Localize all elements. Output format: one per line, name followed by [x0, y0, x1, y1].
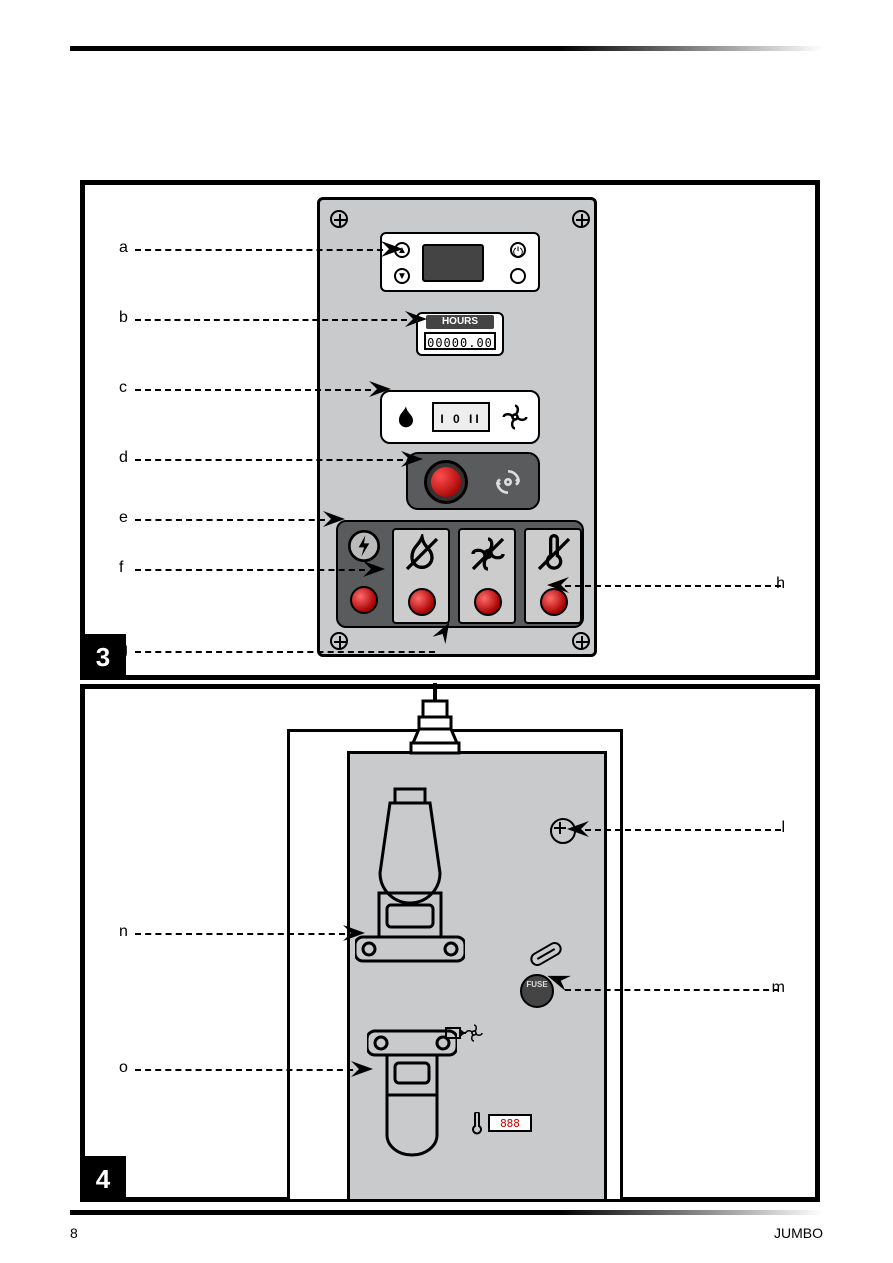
leader [135, 651, 435, 653]
leader [135, 459, 403, 461]
hours-value: 00000.00 [424, 332, 496, 350]
callout-l: l [781, 819, 785, 837]
arrowhead-icon [351, 1057, 377, 1081]
socket-small[interactable] [367, 1027, 457, 1157]
callout-n: n [119, 923, 128, 941]
hours-label: HOURS [426, 315, 494, 329]
callout-h: h [776, 575, 785, 593]
arrowhead-icon [363, 557, 389, 581]
leader [135, 933, 345, 935]
thermometer-icon [470, 1112, 484, 1136]
arrowhead-icon [343, 921, 369, 945]
mode-selector[interactable]: I 0 II [380, 390, 540, 444]
callout-c: c [119, 379, 127, 397]
recirc-button[interactable] [424, 460, 468, 504]
switch-positions[interactable]: I 0 II [432, 402, 490, 432]
arrowhead-icon [543, 573, 569, 597]
leader [135, 389, 371, 391]
arrowhead-icon [405, 307, 431, 331]
figure-4-box: 4 FUSE 888 [80, 684, 820, 1202]
screw-icon [572, 632, 590, 650]
figure-3-box: 3 ▲ ▼ ⏻ HOURS 00000.00 [80, 180, 820, 680]
no-temp-icon [534, 534, 574, 574]
figure-4-label: 4 [80, 1156, 126, 1202]
model-label: JUMBO [774, 1225, 823, 1241]
screw-icon [572, 210, 590, 228]
bottom-rule [70, 1210, 823, 1215]
arrowhead-icon [563, 817, 589, 841]
callout-a: a [119, 239, 128, 257]
display-screen [422, 244, 484, 282]
indicator-g [458, 528, 516, 624]
callout-e: e [119, 509, 128, 527]
temp-display: 888 [488, 1114, 532, 1132]
arrowhead-icon [369, 377, 395, 401]
fan-icon [500, 402, 530, 432]
top-rule [70, 46, 823, 51]
leader [135, 519, 325, 521]
flame-icon [392, 404, 420, 432]
page: 8 JUMBO manualslive.com 3 ▲ ▼ ⏻ HOURS 00… [0, 0, 893, 1263]
arrowhead-icon [323, 507, 349, 531]
leader [135, 319, 407, 321]
callout-g: g [119, 641, 128, 659]
no-fan-icon [468, 534, 508, 574]
cable-gland [405, 683, 465, 779]
screw-icon [330, 210, 348, 228]
indicator-light [408, 588, 436, 616]
callout-f: f [119, 559, 123, 577]
indicator-light [350, 586, 378, 614]
leader [565, 989, 779, 991]
socket-large[interactable] [355, 785, 465, 985]
indicator-f [392, 528, 450, 624]
indicator-light [474, 588, 502, 616]
screw-icon [330, 632, 348, 650]
no-flame-icon [402, 534, 442, 574]
callout-m: m [772, 979, 785, 997]
page-number: 8 [70, 1225, 78, 1241]
recirculate-icon [492, 466, 524, 498]
leader [135, 1069, 353, 1071]
callout-b: b [119, 309, 128, 327]
arrowhead-icon [401, 447, 427, 471]
leader [565, 585, 781, 587]
leader [135, 249, 383, 251]
leader [585, 829, 781, 831]
callout-o: o [119, 1059, 128, 1077]
temp-probe-label: 888 [470, 1112, 540, 1136]
leader [135, 569, 365, 571]
callout-d: d [119, 449, 128, 467]
arrowhead-icon [381, 237, 407, 261]
